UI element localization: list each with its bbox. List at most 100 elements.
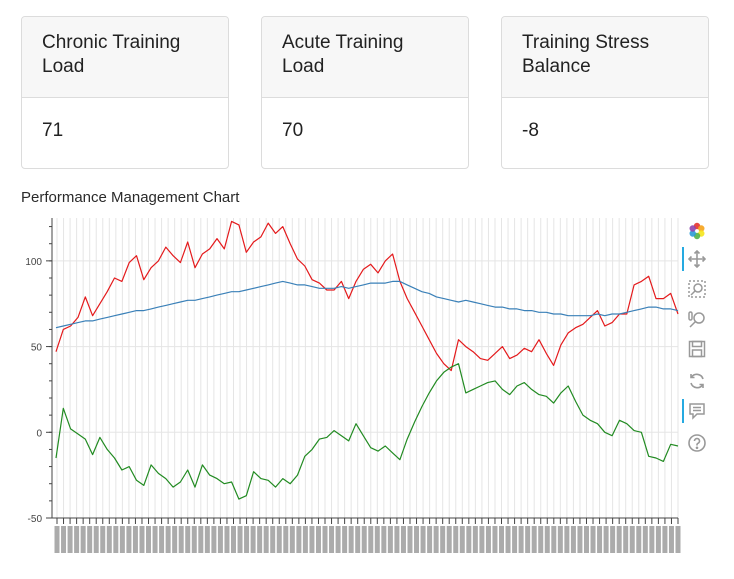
x-tick-label-mark	[525, 526, 531, 553]
x-tick-label-mark	[518, 526, 524, 553]
acute-training-load-card: Acute Training Load 70	[261, 16, 469, 169]
x-tick-label-mark	[414, 526, 420, 553]
x-tick-label-mark	[106, 526, 112, 553]
help-icon[interactable]	[682, 428, 712, 458]
x-tick-label-mark	[597, 526, 603, 553]
x-tick-label-mark	[459, 526, 465, 553]
x-tick-label-mark	[387, 526, 393, 553]
x-tick-label-mark	[80, 526, 86, 553]
x-tick-label-mark	[603, 526, 609, 553]
x-tick-label-mark	[302, 526, 308, 553]
card-title: Chronic Training Load	[22, 17, 228, 98]
x-tick-label-mark	[224, 526, 230, 553]
x-tick-label-mark	[564, 526, 570, 553]
chart-axes: -50 0 50 100	[25, 218, 681, 553]
x-tick-label-mark	[146, 526, 152, 553]
save-icon[interactable]	[682, 334, 712, 364]
x-tick-label-mark	[427, 526, 433, 553]
x-tick-label-mark	[446, 526, 452, 553]
x-tick-label-mark	[257, 526, 263, 553]
x-tick-label-mark	[544, 526, 550, 553]
x-tick-label-mark	[472, 526, 478, 553]
pan-icon[interactable]	[682, 244, 712, 274]
x-tick-label-mark	[315, 526, 321, 553]
x-tick-label-mark	[309, 526, 315, 553]
x-tick-label-mark	[400, 526, 406, 553]
performance-management-chart[interactable]: -50 0 50 100	[0, 210, 682, 579]
x-tick-label-mark	[675, 526, 681, 553]
card-value: -8	[522, 120, 539, 141]
x-tick-label-mark	[335, 526, 341, 553]
x-tick-label-mark	[368, 526, 374, 553]
x-tick-label-mark	[499, 526, 505, 553]
y-tick-label: 0	[36, 428, 42, 439]
card-value: 70	[282, 120, 304, 141]
chart-grid	[52, 218, 679, 519]
x-tick-label-mark	[217, 526, 223, 553]
x-tick-label-mark	[355, 526, 361, 553]
x-tick-label-mark	[629, 526, 635, 553]
hover-icon[interactable]	[682, 396, 712, 426]
x-tick-label-mark	[61, 526, 67, 553]
x-tick-label-mark	[132, 526, 138, 553]
x-tick-label-mark	[165, 526, 171, 553]
x-tick-label-mark	[263, 526, 269, 553]
wheel-zoom-icon[interactable]	[682, 304, 712, 334]
x-tick-label-mark	[322, 526, 328, 553]
x-tick-label-mark	[250, 526, 256, 553]
x-tick-label-mark	[381, 526, 387, 553]
x-tick-label-mark	[420, 526, 426, 553]
bokeh-logo-icon[interactable]	[682, 216, 712, 246]
x-tick-label-mark	[668, 526, 674, 553]
x-tick-label-mark	[570, 526, 576, 553]
x-tick-label-mark	[557, 526, 563, 553]
x-tick-label-mark	[636, 526, 642, 553]
x-tick-label-mark	[329, 526, 335, 553]
x-tick-label-mark	[453, 526, 459, 553]
x-tick-label-mark	[172, 526, 178, 553]
x-tick-label-mark	[270, 526, 276, 553]
x-tick-label-mark	[492, 526, 498, 553]
active-indicator	[682, 247, 684, 271]
x-tick-label-mark	[466, 526, 472, 553]
x-tick-label-mark	[342, 526, 348, 553]
x-tick-label-mark	[211, 526, 217, 553]
x-tick-label-mark	[479, 526, 485, 553]
x-tick-label-mark	[440, 526, 446, 553]
y-tick-label: 50	[31, 343, 43, 354]
x-tick-label-mark	[139, 526, 145, 553]
x-tick-label-mark	[433, 526, 439, 553]
x-tick-label-mark	[237, 526, 243, 553]
x-tick-label-mark	[126, 526, 132, 553]
x-tick-label-mark	[512, 526, 518, 553]
x-tick-label-mark	[394, 526, 400, 553]
x-tick-label-mark	[407, 526, 413, 553]
x-tick-label-mark	[198, 526, 204, 553]
x-tick-label-mark	[662, 526, 668, 553]
x-tick-label-mark	[296, 526, 302, 553]
box-zoom-icon[interactable]	[682, 274, 712, 304]
x-tick-label-mark	[152, 526, 158, 553]
reset-icon[interactable]	[682, 366, 712, 396]
x-tick-label-mark	[178, 526, 184, 553]
chronic-training-load-card: Chronic Training Load 71	[21, 16, 229, 169]
x-tick-label-mark	[538, 526, 544, 553]
x-tick-label-mark	[577, 526, 583, 553]
x-tick-label-mark	[67, 526, 73, 553]
x-tick-label-mark	[642, 526, 648, 553]
x-tick-label-mark	[93, 526, 99, 553]
card-title: Acute Training Load	[262, 17, 468, 98]
x-tick-label-mark	[551, 526, 557, 553]
x-tick-label-mark	[610, 526, 616, 553]
x-tick-label-mark	[289, 526, 295, 553]
x-tick-label-mark	[113, 526, 119, 553]
x-tick-label-mark	[374, 526, 380, 553]
x-tick-label-mark	[655, 526, 661, 553]
card-title: Training Stress Balance	[502, 17, 708, 98]
x-tick-label-mark	[191, 526, 197, 553]
x-tick-label-mark	[531, 526, 537, 553]
chart-title: Performance Management Chart	[21, 189, 240, 206]
x-tick-label-mark	[283, 526, 289, 553]
x-tick-label-mark	[204, 526, 210, 553]
card-value: 71	[42, 120, 64, 141]
